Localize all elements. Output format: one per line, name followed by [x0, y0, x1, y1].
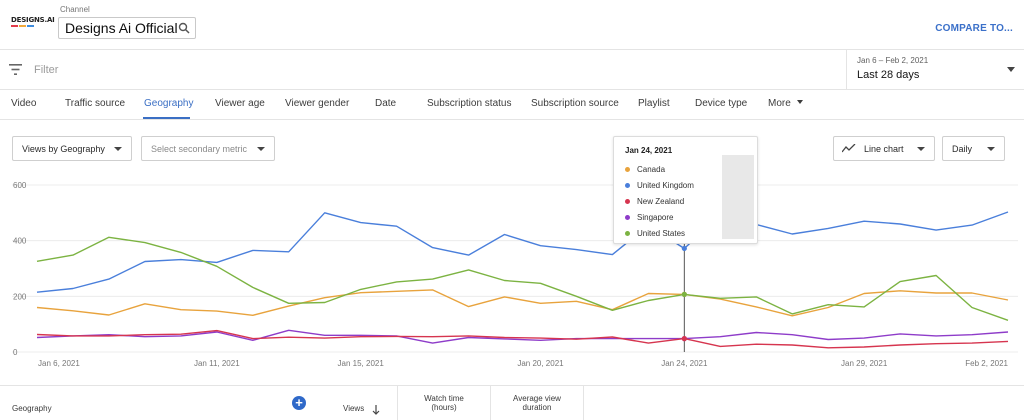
chevron-down-icon [917, 147, 925, 151]
column-divider [490, 386, 491, 420]
x-tick-label: Jan 20, 2021 [517, 359, 564, 368]
column-divider [397, 386, 398, 420]
tab-more-label: More [768, 98, 791, 109]
tooltip-item-label: Singapore [637, 213, 674, 222]
avg-view-duration-label: Average view [513, 394, 561, 403]
tab-subscription-source[interactable]: Subscription source [531, 98, 619, 109]
tooltip-date: Jan 24, 2021 [625, 146, 673, 155]
chevron-down-icon [796, 100, 803, 104]
filter-input[interactable]: Filter [34, 64, 59, 76]
primary-metric-label: Views by Geography [22, 143, 105, 154]
chevron-down-icon [257, 147, 265, 151]
compare-to-button[interactable]: COMPARE TO... [935, 23, 1013, 34]
granularity-dropdown[interactable]: Daily [942, 136, 1005, 161]
legend-dot [625, 231, 630, 236]
tooltip-item: Canada [625, 165, 665, 174]
date-range-selector[interactable]: Jan 6 – Feb 2, 2021 Last 28 days [846, 50, 1024, 90]
tooltip-item: United States [625, 229, 685, 238]
tooltip-item-label: New Zealand [637, 197, 685, 206]
series-line [36, 289, 1009, 317]
legend-dot [625, 199, 630, 204]
data-point [681, 291, 687, 297]
y-tick-label: 0 [13, 348, 18, 357]
series-line [36, 236, 1009, 321]
views-line-chart[interactable]: 0 200 400 600 Jan 6, 2021 Jan 11, 2021 Jan 15,… [0, 170, 1024, 378]
logo-text: DESIGNS.AI [11, 16, 55, 24]
y-tick-label: 600 [13, 181, 27, 190]
table-header: Geography + Views Watch time (hours) Ave… [0, 385, 1024, 420]
tab-device-type[interactable]: Device type [695, 98, 748, 109]
secondary-metric-dropdown[interactable]: Select secondary metric [141, 136, 275, 161]
tab-more[interactable]: More [768, 98, 803, 109]
chevron-down-icon [987, 147, 995, 151]
tooltip-item: New Zealand [625, 197, 684, 206]
primary-metric-dropdown[interactable]: Views by Geography [12, 136, 132, 161]
series-line [36, 329, 1009, 349]
x-tick-label: Jan 24, 2021 [661, 359, 708, 368]
tooltip-values-placeholder [722, 155, 754, 239]
column-header-watch-time[interactable]: Watch time (hours) [398, 394, 490, 412]
date-range-text: Jan 6 – Feb 2, 2021 [857, 56, 929, 65]
avg-view-duration-label-2: duration [522, 403, 552, 412]
watch-time-unit: (hours) [431, 403, 457, 412]
tab-geography[interactable]: Geography [144, 98, 194, 109]
column-header-geography[interactable]: Geography [12, 404, 52, 413]
dimension-tabs: Video Traffic source Geography Viewer ag… [0, 90, 1024, 120]
column-divider [583, 386, 584, 420]
tooltip-item-label: United States [637, 229, 686, 238]
x-tick-label: Jan 6, 2021 [38, 359, 80, 368]
chart-tooltip: Jan 24, 2021 Canada United Kingdom New Zea… [613, 136, 758, 244]
x-tick-label: Feb 2, 2021 [965, 359, 1008, 368]
brand-logo[interactable]: DESIGNS.AI [11, 16, 55, 30]
column-header-avg-view-duration[interactable]: Average view duration [491, 394, 583, 412]
series-line [36, 211, 1009, 293]
line-chart-icon [842, 144, 856, 153]
tooltip-item-label: United Kingdom [637, 181, 694, 190]
data-point [681, 336, 687, 342]
legend-dot [625, 215, 630, 220]
legend-dot [625, 183, 630, 188]
filter-bar: Filter Jan 6 – Feb 2, 2021 Last 28 days [0, 49, 1024, 90]
legend-dot [625, 167, 630, 172]
add-metric-button[interactable]: + [292, 396, 306, 410]
granularity-label: Daily [952, 143, 973, 154]
channel-label: Channel [60, 5, 90, 14]
filter-icon[interactable] [9, 64, 22, 75]
x-tick-label: Jan 11, 2021 [194, 359, 240, 368]
logo-bars [11, 25, 49, 27]
chevron-down-icon [1007, 67, 1015, 72]
data-point [681, 245, 687, 252]
channel-selector[interactable]: Designs Ai Official [58, 17, 196, 39]
tab-viewer-gender[interactable]: Viewer gender [285, 98, 350, 109]
watch-time-label: Watch time [424, 394, 464, 403]
date-range-label: Last 28 days [857, 69, 920, 81]
tab-subscription-status[interactable]: Subscription status [427, 98, 512, 109]
chevron-down-icon [114, 147, 122, 151]
y-tick-label: 400 [13, 237, 27, 246]
tooltip-item-label: Canada [637, 165, 666, 174]
tab-date[interactable]: Date [375, 98, 397, 109]
app-header: DESIGNS.AI Channel Designs Ai Official C… [0, 0, 1024, 48]
active-tab-indicator [143, 117, 190, 119]
x-tick-label: Jan 15, 2021 [338, 359, 385, 368]
chart-type-label: Line chart [864, 143, 904, 154]
y-tick-label: 200 [13, 292, 27, 301]
channel-name: Designs Ai Official [65, 20, 178, 36]
tab-video[interactable]: Video [11, 98, 37, 109]
secondary-metric-label: Select secondary metric [151, 143, 248, 154]
tooltip-item: United Kingdom [625, 181, 694, 190]
chart-type-dropdown[interactable]: Line chart [833, 136, 935, 161]
series-line [36, 329, 1009, 344]
tooltip-item: Singapore [625, 213, 673, 222]
tab-viewer-age[interactable]: Viewer age [215, 98, 265, 109]
column-header-views[interactable]: Views [343, 404, 365, 413]
search-icon[interactable] [178, 22, 190, 34]
tab-traffic-source[interactable]: Traffic source [65, 98, 126, 109]
sort-descending-icon[interactable] [372, 405, 380, 415]
tab-playlist[interactable]: Playlist [638, 98, 670, 109]
x-tick-label: Jan 29, 2021 [841, 359, 888, 368]
